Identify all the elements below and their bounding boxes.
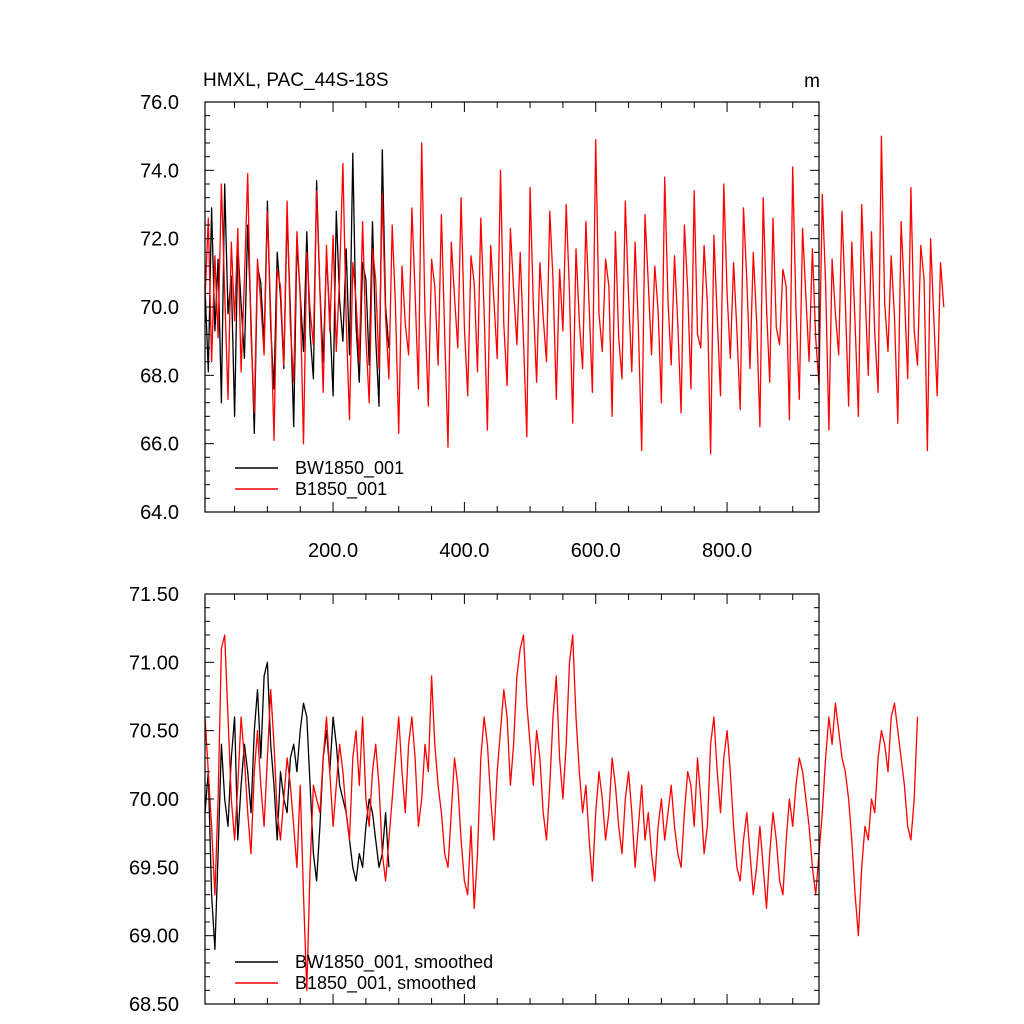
x-tick-label: 800.0 (702, 540, 752, 562)
tick-group: 64.0 66.0 68.0 70.0 72.0 74.0 76.0 200.0 400.0 60… (140, 92, 819, 562)
series-group (204, 135, 945, 455)
y-tick-label: 70.00 (129, 789, 179, 811)
y-tick-label: 71.50 (129, 584, 179, 606)
y-tick-label: 76.0 (140, 92, 179, 114)
chart-title: HMXL, PAC_44S-18S (203, 70, 389, 91)
y-tick-label: 69.50 (129, 857, 179, 879)
series-line-b1850 (204, 634, 919, 991)
panel-top: HMXL, PAC_44S-18S m 64.0 66.0 68.0 70.0 72.0… (140, 70, 945, 562)
series-group (204, 634, 919, 991)
y-tick-label: 70.0 (140, 297, 179, 319)
y-tick-label: 68.50 (129, 994, 179, 1016)
y-tick-label: 68.0 (140, 365, 179, 387)
y-tick-label: 71.00 (129, 652, 179, 674)
x-tick-label: 200.0 (308, 540, 358, 562)
panel-bottom: 68.50 69.00 69.50 70.00 70.50 71.00 71.50 BW18… (129, 584, 919, 1016)
y-tick-label: 70.50 (129, 721, 179, 743)
legend-label: BW1850_001, smoothed (295, 952, 493, 973)
y-tick-label: 64.0 (140, 502, 179, 524)
series-line-bw1850 (204, 661, 390, 950)
series-line-b1850 (204, 135, 945, 455)
unit-label: m (804, 71, 820, 92)
plot-frame (204, 593, 820, 1005)
tick-group: 68.50 69.00 69.50 70.00 70.50 71.00 71.50 (129, 584, 819, 1016)
x-tick-label: 400.0 (439, 540, 489, 562)
y-tick-label: 74.0 (140, 160, 179, 182)
legend-label: B1850_001 (295, 479, 387, 500)
y-tick-label: 66.0 (140, 434, 179, 456)
x-tick-label: 600.0 (571, 540, 621, 562)
legend-label: BW1850_001 (295, 458, 404, 479)
legend-label: B1850_001, smoothed (295, 973, 476, 994)
plot-frame (204, 101, 820, 513)
y-tick-label: 72.0 (140, 229, 179, 251)
y-tick-label: 69.00 (129, 926, 179, 948)
